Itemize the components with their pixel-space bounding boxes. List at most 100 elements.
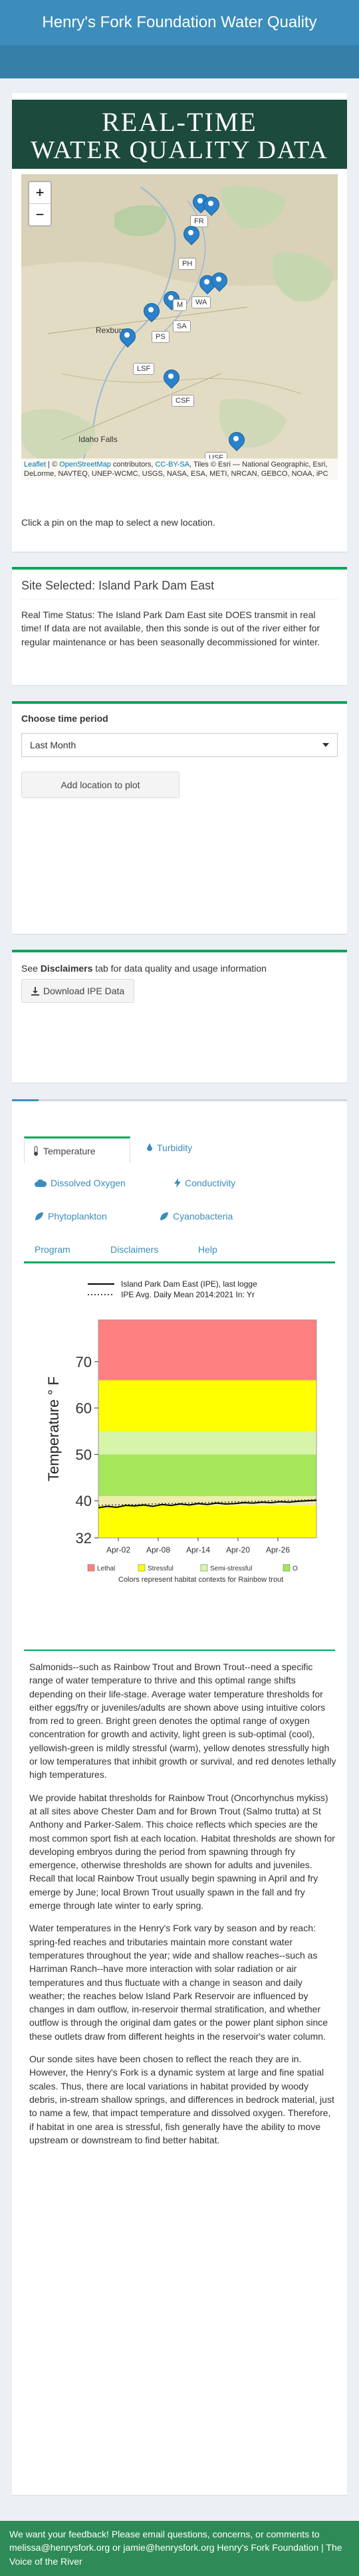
pin-label-ps: PS — [152, 331, 170, 343]
tab-program[interactable]: Program — [35, 1244, 70, 1255]
tab-label: Temperature — [43, 1145, 96, 1156]
tab-help[interactable]: Help — [198, 1244, 217, 1255]
download-button[interactable]: Download IPE Data — [21, 979, 135, 1003]
period-selected-value: Last Month — [30, 740, 76, 750]
tab-label: Help — [198, 1244, 217, 1255]
app-title: Henry's Fork Foundation Water Quality — [42, 13, 317, 31]
map-pin[interactable] — [140, 300, 163, 323]
navbar — [0, 45, 359, 78]
cloud-icon — [35, 1179, 47, 1187]
legend-swatch — [138, 1564, 146, 1572]
explanation-text: Salmonids--such as Rainbow Trout and Bro… — [29, 1660, 336, 2147]
series-line — [98, 1499, 317, 1509]
map-pin[interactable] — [208, 269, 231, 292]
attribution-tiles: , Tiles © Esri — National Geographic, Es… — [24, 461, 328, 478]
disclaimer-post: tab for data quality and usage informati… — [92, 963, 267, 974]
band-stressful — [98, 1380, 316, 1432]
site-status: Real Time Status: The Island Park Dam Ea… — [21, 609, 320, 647]
tab-dissolved-oxygen[interactable]: Dissolved Oxygen — [35, 1178, 126, 1188]
legend-swatch — [283, 1564, 291, 1572]
period-select[interactable]: Last Month — [21, 733, 338, 757]
caret-down-icon — [322, 743, 329, 747]
zoom-control: + − — [28, 181, 52, 227]
legend-label: IPE Avg. Daily Mean 2014:2021 In: Yr — [121, 1290, 255, 1299]
map-attribution: Leaflet | © OpenStreetMap contributors, … — [21, 459, 338, 480]
pin-label-sa: SA — [173, 320, 191, 332]
disclaimer-pre: See — [21, 963, 41, 974]
leaflet-link[interactable]: Leaflet — [24, 461, 47, 469]
chart-caption: Colors represent habitat contexts for Ra… — [118, 1576, 283, 1584]
zoom-in-button[interactable]: + — [35, 184, 45, 201]
tab-label: Dissolved Oxygen — [51, 1178, 126, 1188]
download-icon — [31, 986, 39, 996]
x-tick-label: Apr-20 — [226, 1545, 250, 1555]
map-pin[interactable] — [160, 366, 183, 389]
banner-line-1: REAL-TIME — [102, 107, 257, 137]
map-pin[interactable] — [160, 288, 183, 311]
band-semi-stressful — [98, 1431, 316, 1455]
tab-cyanobacteria[interactable]: Cyanobacteria — [160, 1211, 233, 1222]
attribution-contributors: contributors, — [110, 461, 156, 469]
legend-class-label: O — [293, 1565, 298, 1572]
map-pin[interactable] — [180, 223, 203, 246]
legend-class-label: Stressful — [148, 1565, 174, 1572]
download-button-label: Download IPE Data — [43, 986, 125, 996]
footer-text: We want your feedback! Please email ques… — [9, 2529, 342, 2567]
y-axis-label: Temperature ° F — [45, 1376, 62, 1481]
disclaimer-note: See Disclaimers tab for data quality and… — [21, 962, 267, 975]
leaf-icon — [160, 1212, 168, 1220]
band-semi-stressful — [98, 1496, 316, 1506]
legend-class-label: Semi-stressful — [210, 1565, 252, 1572]
zoom-out-button[interactable]: − — [29, 203, 51, 225]
x-tick-label: Apr-08 — [146, 1545, 170, 1555]
pin-label-csf: CSF — [172, 395, 194, 407]
tab-temperature[interactable]: Temperature — [24, 1136, 130, 1163]
pin-label-fr: FR — [190, 215, 208, 227]
disclaimer-bold: Disclaimers — [40, 963, 93, 974]
tab-label: Cyanobacteria — [173, 1211, 233, 1222]
map-hint: Click a pin on the map to select a new l… — [21, 517, 215, 528]
band-lethal — [98, 1320, 316, 1380]
tab-label: Program — [35, 1244, 70, 1255]
city-label-idaho-falls: Idaho Falls — [78, 435, 118, 444]
map-pin[interactable] — [189, 191, 212, 214]
y-tick-label: 50 — [76, 1446, 92, 1463]
legend-swatch — [200, 1564, 208, 1572]
pin-label-lsf: LSF — [133, 363, 155, 375]
download-box: See Disclaimers tab for data quality and… — [12, 950, 347, 1083]
x-tick-label: Apr-14 — [186, 1545, 210, 1555]
plot-frame — [98, 1319, 317, 1539]
tab-underline — [24, 1261, 335, 1263]
site-box: Site Selected: Island Park Dam East Real… — [12, 567, 347, 685]
attribution-separator: | © — [46, 461, 60, 469]
tab-label: Conductivity — [185, 1178, 236, 1188]
y-tick-label: 60 — [76, 1400, 92, 1417]
map-pin[interactable] — [196, 272, 219, 295]
explanation-p4: Our sonde sites have been chosen to refl… — [29, 2054, 334, 2145]
tab-phytoplankton[interactable]: Phytoplankton — [35, 1211, 107, 1222]
map-pin[interactable] — [116, 325, 139, 348]
osm-link[interactable]: OpenStreetMap — [59, 461, 111, 469]
x-tick-label: Apr-26 — [266, 1545, 290, 1555]
pin-label-m: M — [173, 299, 187, 311]
tab-disclaimers[interactable]: Disclaimers — [110, 1244, 158, 1255]
map-pin[interactable] — [200, 193, 223, 217]
x-tick-label: Apr-02 — [106, 1545, 130, 1555]
site-map[interactable]: + − Rexburg Idaho Falls FR PH WA M SA PS… — [21, 174, 338, 480]
footer: We want your feedback! Please email ques… — [0, 2521, 359, 2576]
tab-label: Disclaimers — [110, 1244, 159, 1255]
banner-line-2: WATER QUALITY DATA — [31, 136, 328, 164]
explanation-p2: We provide habitat thresholds for Rainbo… — [29, 1792, 335, 1911]
legend-class-label: Lethal — [97, 1565, 115, 1572]
legend-swatch — [87, 1564, 95, 1572]
explanation-p1: Salmonids--such as Rainbow Trout and Bro… — [29, 1662, 336, 1780]
map-pin[interactable] — [225, 429, 248, 452]
cc-link[interactable]: CC-BY-SA — [155, 461, 190, 469]
explanation-p3: Water temperatures in the Henry's Fork v… — [29, 1923, 328, 2042]
tab-conductivity[interactable]: Conductivity — [174, 1178, 235, 1188]
period-label: Choose time period — [21, 713, 108, 724]
period-box: Choose time period Last Month Add locati… — [12, 701, 347, 934]
tab-turbidity[interactable]: Turbidity — [146, 1142, 192, 1153]
band-optimal — [98, 1454, 316, 1497]
add-location-button[interactable]: Add location to plot — [21, 772, 180, 798]
